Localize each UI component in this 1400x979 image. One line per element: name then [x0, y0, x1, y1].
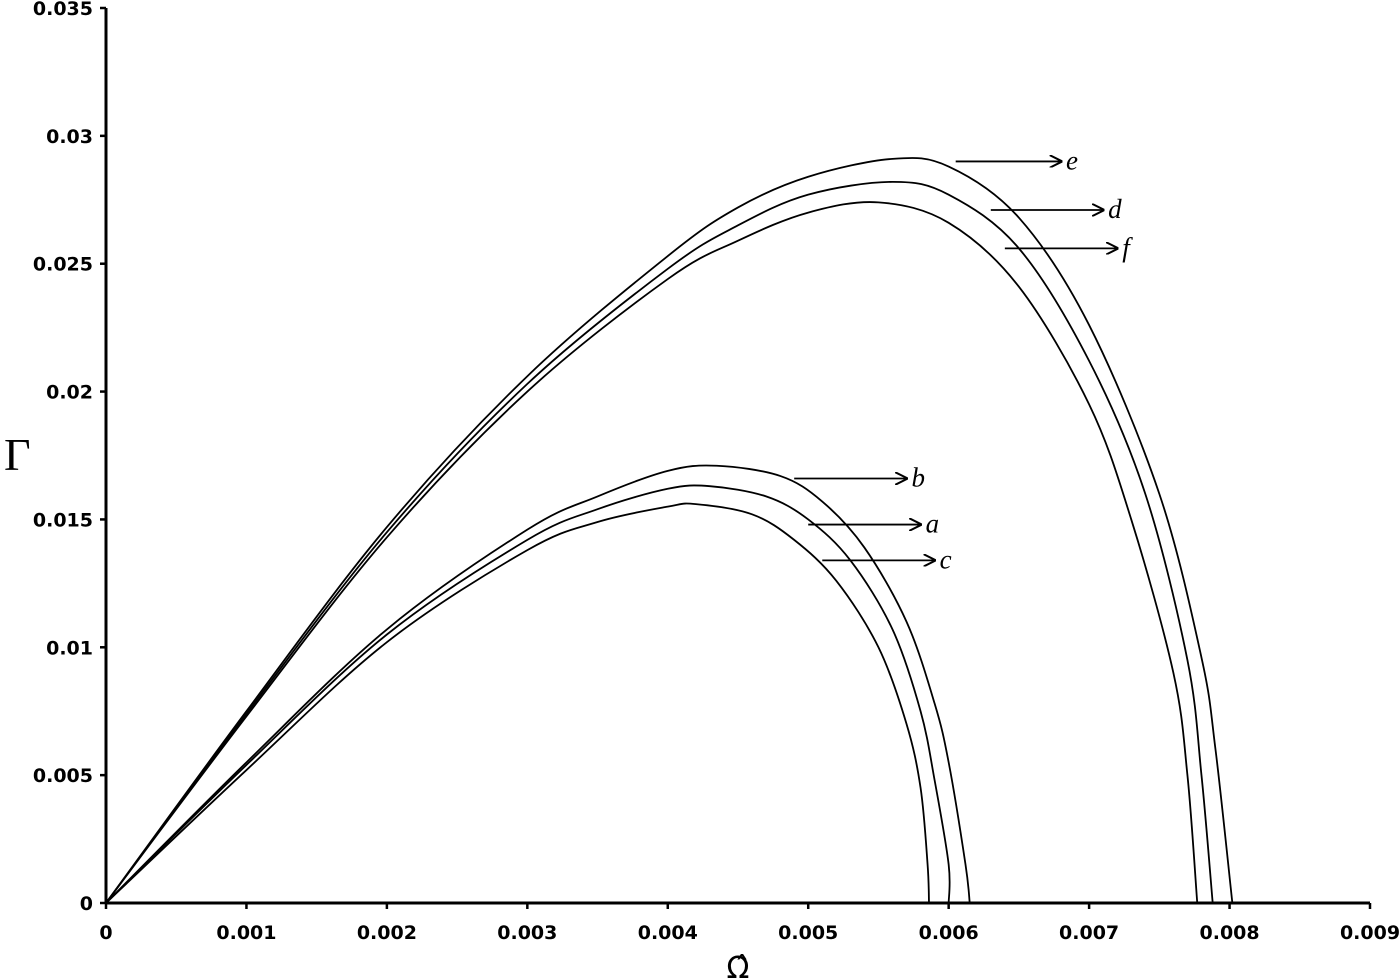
- y-tick-label: 0: [80, 893, 93, 915]
- x-tick-label: 0.009: [1340, 922, 1400, 944]
- curve-label-c: c: [940, 544, 952, 574]
- x-tick-label: 0.003: [497, 922, 557, 944]
- x-tick-label: 0.006: [919, 922, 979, 944]
- curve-b: [105, 464, 971, 904]
- x-tick-label: 0.004: [638, 922, 698, 944]
- x-tick-label: 0.008: [1200, 922, 1260, 944]
- y-tick-label: 0.035: [33, 0, 93, 20]
- x-tick-label: 0: [99, 922, 112, 944]
- curve-labels: edf bac: [794, 145, 1133, 574]
- curve-a: [105, 484, 951, 904]
- x-axis-label: Ω̂: [727, 951, 750, 979]
- y-tick-label: 0.005: [33, 765, 93, 787]
- curve-label-f: f: [1122, 232, 1133, 262]
- y-tick-label: 0.025: [33, 254, 93, 276]
- curve-d: [105, 180, 1214, 904]
- y-tick-label: 0.02: [46, 382, 93, 404]
- curve-e: [105, 157, 1234, 904]
- y-axis-label: Γ: [4, 429, 31, 480]
- curve-label-d: d: [1108, 194, 1122, 224]
- x-tick-label: 0.001: [216, 922, 276, 944]
- curves: [105, 157, 1234, 904]
- curve-label-b: b: [912, 463, 926, 493]
- y-tick-label: 0.015: [33, 509, 93, 531]
- curve-label-a: a: [926, 509, 940, 539]
- axes: 0 0.001 0.002 0.003 0.004 0.005 0.006 0.007 0.00…: [33, 0, 1400, 944]
- y-tick-label: 0.01: [46, 637, 93, 659]
- x-tick-label: 0.005: [778, 922, 838, 944]
- x-tick-label: 0.002: [357, 922, 417, 944]
- curve-label-e: e: [1066, 145, 1078, 175]
- x-tick-label: 0.007: [1059, 922, 1119, 944]
- curve-c: [105, 502, 930, 904]
- curve-f: [105, 201, 1199, 904]
- y-tick-label: 0.03: [46, 126, 93, 148]
